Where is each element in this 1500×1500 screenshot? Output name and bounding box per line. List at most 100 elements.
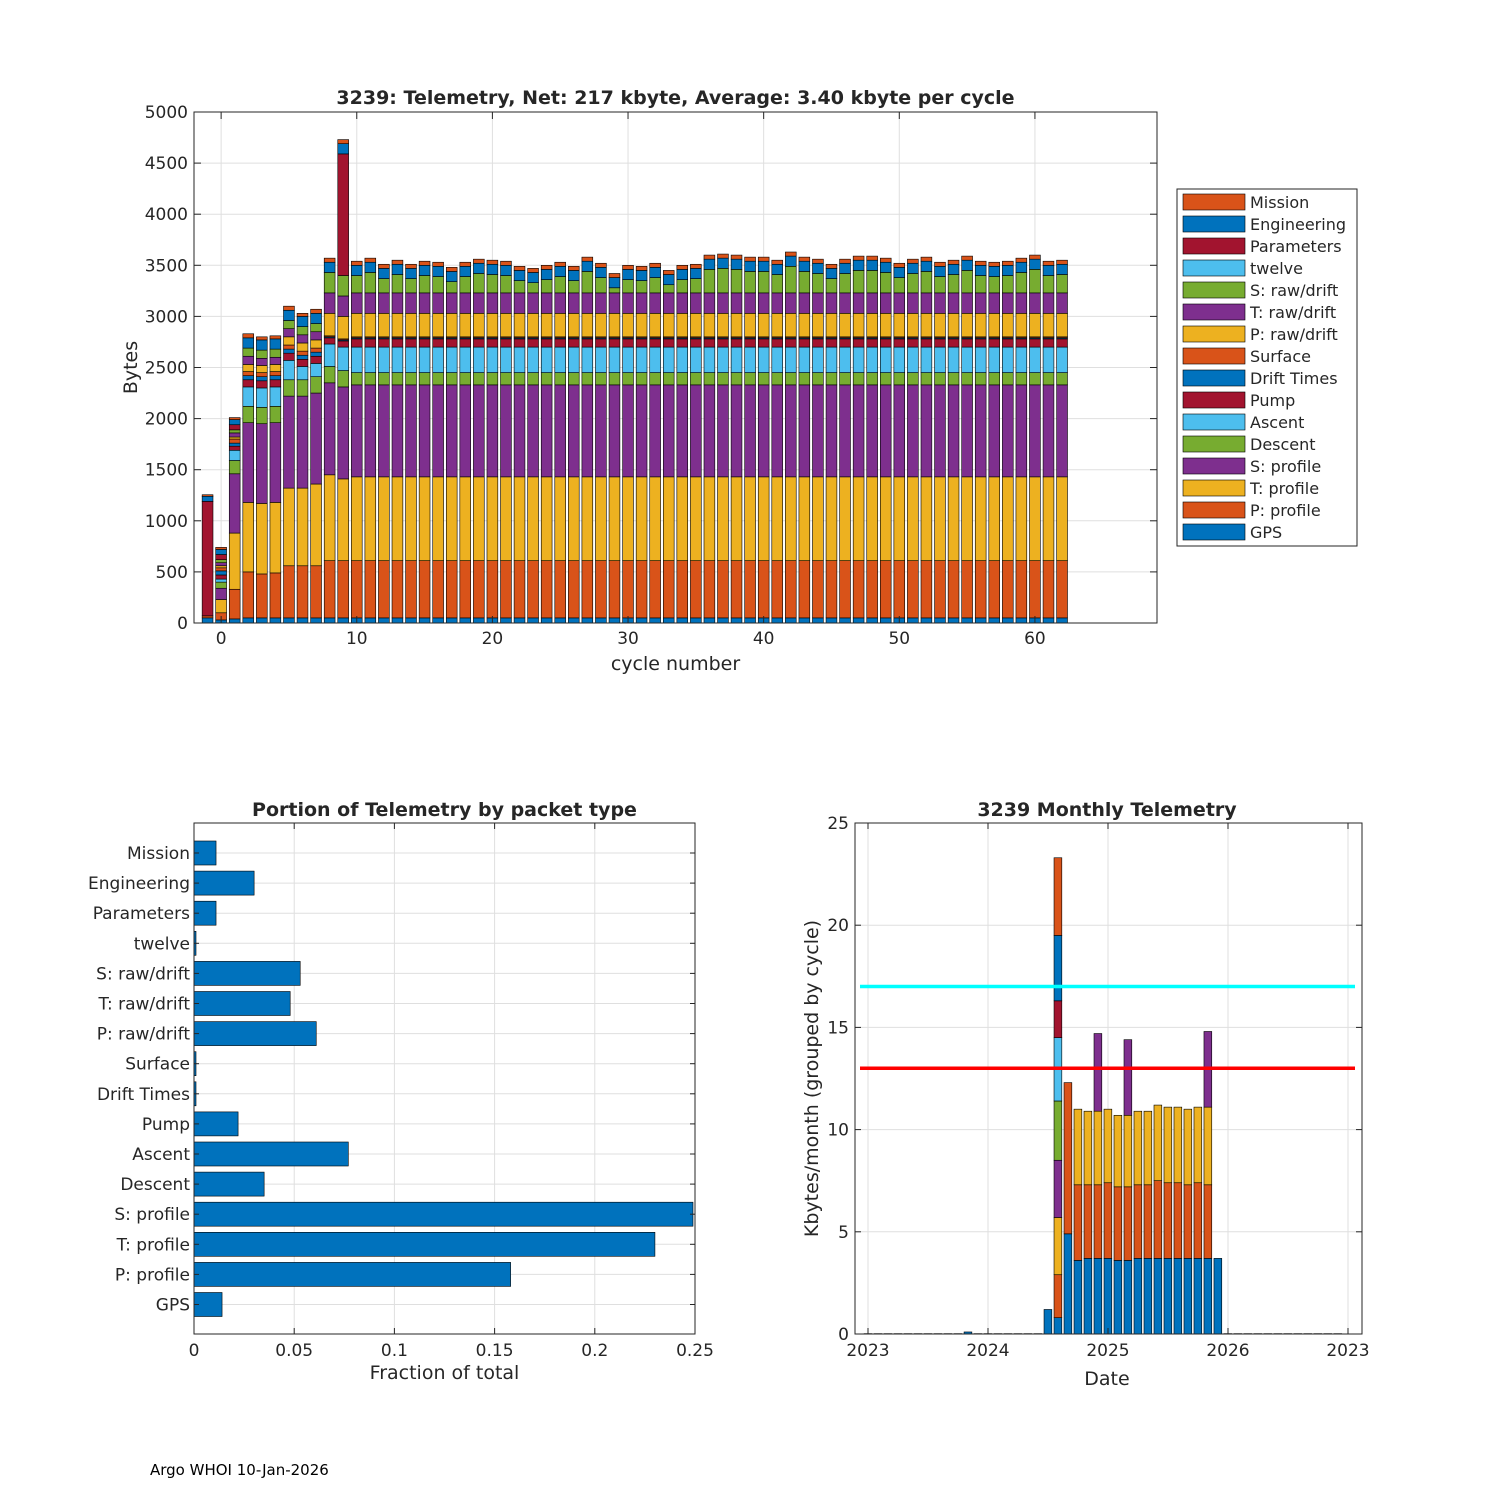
bar-segment bbox=[242, 502, 254, 573]
bar-segment bbox=[500, 346, 512, 373]
bar-segment bbox=[459, 261, 471, 267]
bar-segment bbox=[798, 292, 811, 314]
bar-segment bbox=[947, 617, 960, 624]
legend-label: GPS bbox=[1250, 523, 1282, 542]
bar-segment bbox=[812, 346, 824, 373]
legend-label: Pump bbox=[1250, 391, 1295, 410]
bar-segment bbox=[337, 143, 349, 155]
bar-segment bbox=[785, 266, 797, 294]
bar-segment bbox=[744, 292, 756, 314]
bar-segment bbox=[513, 560, 526, 619]
bar-segment bbox=[296, 316, 309, 327]
plot-area bbox=[194, 823, 695, 1334]
bar-segment bbox=[825, 292, 838, 314]
bar-segment bbox=[812, 560, 824, 619]
bar-segment bbox=[554, 617, 566, 624]
bar-segment bbox=[337, 617, 349, 624]
bar-segment bbox=[500, 260, 512, 266]
bar-segment bbox=[581, 292, 594, 314]
bar-segment bbox=[852, 270, 865, 294]
bar-segment bbox=[920, 384, 933, 478]
bar-segment bbox=[540, 279, 553, 294]
bar-segment bbox=[798, 346, 811, 373]
x-tick-label: 0.1 bbox=[381, 1341, 408, 1361]
bar-segment bbox=[310, 376, 322, 394]
bar-segment bbox=[283, 487, 295, 567]
legend-swatch bbox=[1182, 347, 1246, 365]
bar-segment bbox=[418, 372, 431, 386]
bar-segment bbox=[595, 384, 607, 478]
bar-segment bbox=[676, 292, 689, 314]
bar-segment bbox=[432, 372, 444, 386]
bar-segment bbox=[215, 587, 227, 600]
bar-segment bbox=[540, 560, 553, 619]
bar-segment bbox=[378, 617, 390, 624]
bar-segment bbox=[744, 476, 756, 561]
bar-segment bbox=[296, 395, 309, 489]
bar-segment bbox=[690, 292, 702, 314]
bar-segment bbox=[880, 617, 892, 624]
bar bbox=[193, 1141, 349, 1167]
bar-segment bbox=[744, 372, 756, 386]
bar-segment bbox=[568, 280, 580, 294]
bar-segment bbox=[622, 338, 634, 348]
bar-segment bbox=[445, 560, 458, 619]
category-label: T: profile bbox=[116, 1235, 190, 1255]
bar-segment bbox=[934, 266, 946, 277]
month-bar-segment bbox=[1053, 857, 1063, 936]
x-tick-label: 0 bbox=[189, 1341, 200, 1361]
y-tick-label: 5000 bbox=[145, 103, 188, 123]
bar-segment bbox=[378, 560, 390, 619]
bar bbox=[193, 961, 301, 986]
bar-segment bbox=[269, 406, 282, 423]
bar-segment bbox=[690, 268, 702, 279]
bar-segment bbox=[459, 266, 471, 277]
bar-segment bbox=[676, 372, 689, 386]
bar-segment bbox=[1002, 338, 1014, 348]
bar-segment bbox=[717, 476, 729, 561]
month-bar-segment bbox=[1113, 1186, 1123, 1261]
bar-segment bbox=[974, 476, 987, 561]
bar-segment bbox=[364, 257, 377, 263]
bar-segment bbox=[608, 476, 621, 561]
category-label: Ascent bbox=[132, 1145, 190, 1165]
bar-segment bbox=[934, 313, 946, 338]
bar-segment bbox=[554, 338, 566, 348]
x-axis-label: Date bbox=[1084, 1368, 1129, 1390]
bar-segment bbox=[812, 372, 824, 386]
x-axis-label: Fraction of total bbox=[370, 1362, 520, 1384]
bar-segment bbox=[622, 269, 634, 280]
bar-segment bbox=[540, 476, 553, 561]
bar-segment bbox=[622, 279, 634, 294]
bar-segment bbox=[473, 273, 485, 294]
bar-segment bbox=[757, 260, 770, 272]
bar-segment bbox=[391, 560, 404, 619]
legend-swatch bbox=[1182, 523, 1246, 541]
y-tick-label: 500 bbox=[156, 563, 188, 583]
bar-segment bbox=[622, 384, 634, 478]
bar-segment bbox=[228, 460, 241, 475]
bar-segment bbox=[323, 617, 336, 624]
bar-segment bbox=[378, 384, 390, 478]
bar-segment bbox=[364, 292, 377, 314]
bar-segment bbox=[568, 313, 580, 338]
bar-segment bbox=[635, 280, 648, 294]
bar-segment bbox=[934, 617, 946, 624]
axes-box bbox=[193, 822, 696, 1335]
bar-segment bbox=[296, 350, 309, 356]
bar-segment bbox=[296, 334, 309, 344]
bar-segment bbox=[785, 313, 797, 338]
bar-segment bbox=[1042, 476, 1055, 561]
bar-segment bbox=[432, 338, 444, 348]
bar-segment bbox=[730, 617, 743, 624]
month-bar-segment bbox=[1203, 1258, 1213, 1335]
bar-segment bbox=[486, 560, 499, 619]
bar-segment bbox=[364, 338, 377, 348]
bar-segment bbox=[459, 313, 471, 338]
bar-segment bbox=[961, 270, 973, 294]
category-label: Parameters bbox=[93, 904, 190, 924]
bar-segment bbox=[351, 384, 363, 478]
bar-segment bbox=[486, 313, 499, 338]
bar-segment bbox=[351, 476, 363, 561]
bar-segment bbox=[676, 346, 689, 373]
